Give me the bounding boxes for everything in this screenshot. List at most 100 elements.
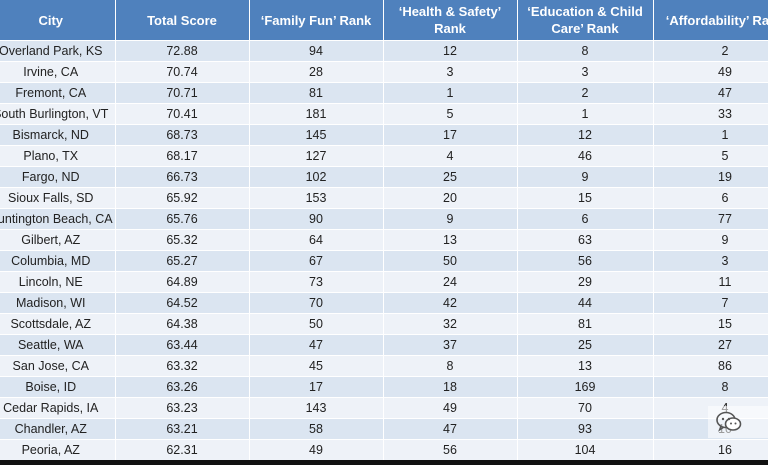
cell-education-child-care-rank: 15 — [517, 187, 654, 209]
bottom-border — [0, 460, 768, 465]
table-row[interactable]: South Burlington, VT 70.41 181 5 1 33 — [0, 103, 768, 125]
cell-total-score: 65.32 — [115, 229, 250, 251]
column-header-education-child-care-rank[interactable]: ‘Education & Child Care’ Rank — [517, 0, 654, 41]
cell-city: Peoria, AZ — [0, 439, 116, 460]
cell-total-score: 65.76 — [115, 208, 250, 230]
cell-health-safety-rank: 17 — [383, 124, 518, 146]
cell-affordability-rank: 77 — [653, 208, 768, 230]
cell-city: San Jose, CA — [0, 355, 116, 377]
cell-city: Seattle, WA — [0, 334, 116, 356]
cell-family-fun-rank: 73 — [249, 271, 384, 293]
cell-education-child-care-rank: 8 — [517, 40, 654, 62]
cell-health-safety-rank: 3 — [383, 61, 518, 83]
cell-family-fun-rank: 67 — [249, 250, 384, 272]
cell-education-child-care-rank: 6 — [517, 208, 654, 230]
cell-affordability-rank: 27 — [653, 334, 768, 356]
table-row[interactable]: Columbia, MD 65.27 67 50 56 3 — [0, 250, 768, 272]
cell-education-child-care-rank: 29 — [517, 271, 654, 293]
cell-health-safety-rank: 20 — [383, 187, 518, 209]
cell-education-child-care-rank: 104 — [517, 439, 654, 460]
cell-education-child-care-rank: 46 — [517, 145, 654, 167]
cell-affordability-rank: 9 — [653, 229, 768, 251]
cell-total-score: 64.52 — [115, 292, 250, 314]
table-row[interactable]: San Jose, CA 63.32 45 8 13 86 — [0, 355, 768, 377]
cell-affordability-rank: 1 — [653, 124, 768, 146]
cell-total-score: 66.73 — [115, 166, 250, 188]
table-row[interactable]: Fremont, CA 70.71 81 1 2 47 — [0, 82, 768, 104]
table-row[interactable]: Huntington Beach, CA 65.76 90 9 6 77 — [0, 208, 768, 230]
cell-total-score: 68.73 — [115, 124, 250, 146]
cell-city: Overland Park, KS — [0, 40, 116, 62]
cell-family-fun-rank: 102 — [249, 166, 384, 188]
cell-health-safety-rank: 12 — [383, 40, 518, 62]
column-header-affordability-rank[interactable]: ‘Affordability’ Rank — [653, 0, 768, 41]
table-row[interactable]: Madison, WI 64.52 70 42 44 7 — [0, 292, 768, 314]
cell-family-fun-rank: 181 — [249, 103, 384, 125]
table-row[interactable]: Gilbert, AZ 65.32 64 13 63 9 — [0, 229, 768, 251]
column-header-city[interactable]: City — [0, 0, 116, 41]
cell-city: Scottsdale, AZ — [0, 313, 116, 335]
cell-affordability-rank: 7 — [653, 292, 768, 314]
cell-health-safety-rank: 13 — [383, 229, 518, 251]
cell-total-score: 65.92 — [115, 187, 250, 209]
table-row[interactable]: Boise, ID 63.26 17 18 169 8 — [0, 376, 768, 398]
cell-city: Sioux Falls, SD — [0, 187, 116, 209]
cell-city: Columbia, MD — [0, 250, 116, 272]
cell-city: Lincoln, NE — [0, 271, 116, 293]
cell-family-fun-rank: 45 — [249, 355, 384, 377]
cell-affordability-rank: 49 — [653, 61, 768, 83]
table-row[interactable]: Sioux Falls, SD 65.92 153 20 15 6 — [0, 187, 768, 209]
table-row[interactable]: Scottsdale, AZ 64.38 50 32 81 15 — [0, 313, 768, 335]
cell-education-child-care-rank: 13 — [517, 355, 654, 377]
cell-health-safety-rank: 47 — [383, 418, 518, 440]
column-header-total-score[interactable]: Total Score — [115, 0, 250, 41]
cell-health-safety-rank: 49 — [383, 397, 518, 419]
cell-education-child-care-rank: 63 — [517, 229, 654, 251]
table-body: Overland Park, KS 72.88 94 12 8 2 Irvine, CA 70… — [0, 40, 768, 460]
cell-family-fun-rank: 28 — [249, 61, 384, 83]
cell-affordability-rank: 11 — [653, 271, 768, 293]
cell-total-score: 64.89 — [115, 271, 250, 293]
cell-total-score: 63.23 — [115, 397, 250, 419]
cell-affordability-rank: 19 — [653, 166, 768, 188]
table-row[interactable]: Seattle, WA 63.44 47 37 25 27 — [0, 334, 768, 356]
table-row[interactable]: Lincoln, NE 64.89 73 24 29 11 — [0, 271, 768, 293]
cell-family-fun-rank: 94 — [249, 40, 384, 62]
cell-city: Plano, TX — [0, 145, 116, 167]
cell-education-child-care-rank: 70 — [517, 397, 654, 419]
cell-city: Madison, WI — [0, 292, 116, 314]
cell-affordability-rank: 2 — [653, 40, 768, 62]
table-row[interactable]: Irvine, CA 70.74 28 3 3 49 — [0, 61, 768, 83]
cell-education-child-care-rank: 44 — [517, 292, 654, 314]
cell-family-fun-rank: 70 — [249, 292, 384, 314]
cell-total-score: 64.38 — [115, 313, 250, 335]
cell-health-safety-rank: 56 — [383, 439, 518, 460]
cell-total-score: 70.71 — [115, 82, 250, 104]
column-header-family-fun-rank[interactable]: ‘Family Fun’ Rank — [249, 0, 384, 41]
cell-health-safety-rank: 24 — [383, 271, 518, 293]
table-row[interactable]: Overland Park, KS 72.88 94 12 8 2 — [0, 40, 768, 62]
cell-city: Boise, ID — [0, 376, 116, 398]
cell-health-safety-rank: 1 — [383, 82, 518, 104]
cell-family-fun-rank: 58 — [249, 418, 384, 440]
column-header-health-safety-rank[interactable]: ‘Health & Safety’ Rank — [383, 0, 518, 41]
cell-health-safety-rank: 37 — [383, 334, 518, 356]
cell-total-score: 63.44 — [115, 334, 250, 356]
cell-health-safety-rank: 4 — [383, 145, 518, 167]
table-row[interactable]: Peoria, AZ 62.31 49 56 104 16 — [0, 439, 768, 460]
table-row[interactable]: Bismarck, ND 68.73 145 17 12 1 — [0, 124, 768, 146]
cell-city: South Burlington, VT — [0, 103, 116, 125]
cell-affordability-rank: 5 — [653, 145, 768, 167]
table-row[interactable]: Fargo, ND 66.73 102 25 9 19 — [0, 166, 768, 188]
cell-city: Chandler, AZ — [0, 418, 116, 440]
cell-family-fun-rank: 47 — [249, 334, 384, 356]
cell-affordability-rank: 33 — [653, 103, 768, 125]
cell-affordability-rank: 16 — [653, 439, 768, 460]
cell-education-child-care-rank: 3 — [517, 61, 654, 83]
cell-health-safety-rank: 50 — [383, 250, 518, 272]
header-row: City Total Score ‘Family Fun’ Rank ‘Heal… — [0, 0, 768, 41]
table-row[interactable]: Plano, TX 68.17 127 4 46 5 — [0, 145, 768, 167]
